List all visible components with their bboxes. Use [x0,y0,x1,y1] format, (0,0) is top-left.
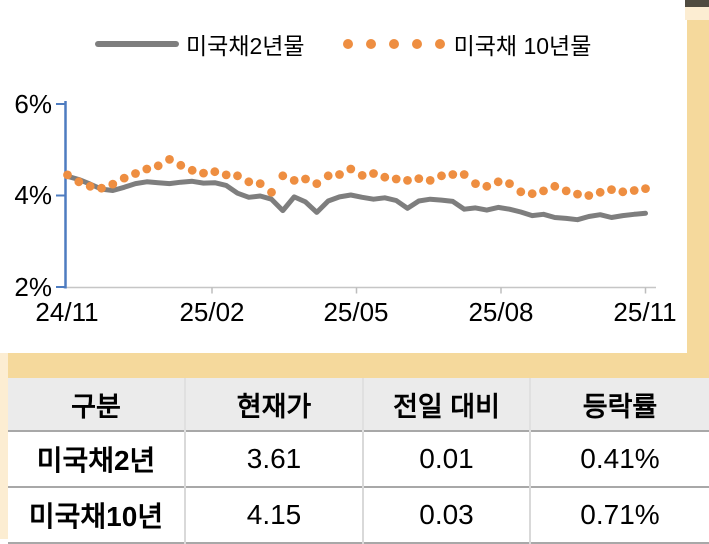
divider-tan-band [8,353,709,378]
right-cream-strip [685,7,709,20]
legend-dot-icon [365,39,376,49]
y-axis-tick-label: 2% [14,272,52,302]
legend-dot-icon [388,39,399,49]
legend-dot-icon [411,39,422,49]
cell-price: 3.61 [184,431,363,487]
y-axis-tick-label: 6% [14,89,52,119]
chart-legend: 미국채2년물 미국채 10년물 [95,28,591,60]
cell-name: 미국채10년 [8,487,185,543]
cell-rate: 0.41% [529,431,709,487]
cell-change: 0.01 [362,431,530,487]
table-row-ust10y: 미국채10년 4.15 0.03 0.71% [8,487,709,543]
col-header-day-change: 전일 대비 [362,378,530,431]
legend-dot-icon [434,39,445,49]
top-right-dark-bar [685,0,709,7]
right-tan-strip [687,20,709,378]
left-cream-strip [0,353,8,539]
legend-label-10yr: 미국채 10년물 [453,33,592,59]
x-axis-tick-label: 25/05 [323,297,389,327]
cell-rate: 0.71% [529,487,709,543]
cell-price: 4.15 [184,487,363,543]
x-axis-tick-label: 25/02 [179,297,245,327]
legend-dot-icon [342,39,353,49]
legend-dots-swatch-10yr [342,39,445,49]
col-header-change-rate: 등락률 [529,378,709,431]
bond-rates-table: 구분 현재가 전일 대비 등락률 미국채2년 3.61 0.01 0.41% 미… [8,378,709,544]
y-axis-tick-label: 4% [14,180,52,210]
x-axis-tick-label: 24/11 [35,297,99,327]
table-row-ust2y: 미국채2년 3.61 0.01 0.41% [8,431,709,487]
col-header-category: 구분 [8,378,185,431]
cell-change: 0.03 [362,487,530,543]
x-axis-tick-label: 25/08 [468,297,534,327]
table-header-row: 구분 현재가 전일 대비 등락률 [8,378,709,431]
legend-line-swatch-2yr [95,41,179,47]
col-header-current-price: 현재가 [184,378,363,431]
x-axis-tick-label: 25/11 [613,297,677,327]
cell-name: 미국채2년 [8,431,185,487]
legend-label-2yr: 미국채2년물 [186,33,305,59]
